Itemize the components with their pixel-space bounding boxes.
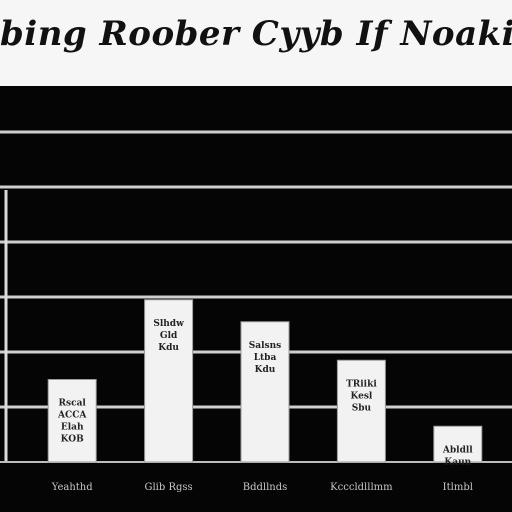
bars: Rscal ACCA Elah KOB Slhdw Gld Kdu Salsns Ltba Kdu… — [47, 299, 483, 467]
x-tick-label: Kcccldlllmm — [330, 482, 393, 493]
bar-data-label: KOB — [61, 435, 84, 445]
bar — [144, 299, 194, 463]
bar — [47, 379, 97, 463]
x-tick-label: Itlmbl — [443, 482, 473, 493]
chart-title: bing Roober Cyyb If Noaking 6 — [0, 14, 512, 54]
bar-data-label: Kesl — [350, 391, 372, 401]
x-tick-labels: Yeahthd Glib Rgss Bddllnds Kcccldlllmm Itlmb… — [51, 482, 473, 493]
bar-data-label: Rscal — [59, 399, 87, 409]
bar-data-label: Elah — [61, 423, 84, 433]
bar-data-label: Slhdw — [153, 319, 184, 329]
bar — [433, 425, 483, 463]
bar-data-label: ACCA — [57, 411, 87, 421]
x-tick-label: Glib Rgss — [145, 482, 193, 493]
x-tick-label: Yeahthd — [51, 482, 94, 493]
bar-data-label: Kdu — [255, 365, 276, 375]
bar-data-label: Sbu — [352, 403, 372, 413]
bar-data-label: Gld — [160, 331, 178, 341]
bar-data-label: Kaun — [444, 457, 471, 467]
bar-data-label: TRiiki — [346, 379, 377, 389]
bar-data-label: Salsns — [249, 341, 281, 351]
x-tick-label: Bddllnds — [243, 482, 288, 493]
bar-data-label: Abldll — [442, 445, 473, 455]
bar-data-label: Kdu — [158, 343, 179, 353]
title-band — [0, 0, 512, 86]
bar — [336, 359, 386, 463]
bar — [240, 321, 290, 463]
bar-data-label: Ltba — [254, 353, 277, 363]
